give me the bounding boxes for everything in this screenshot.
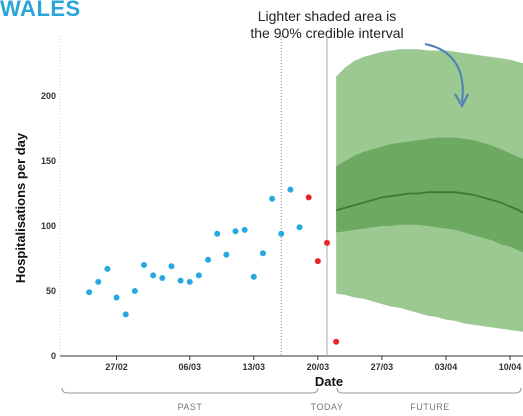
- observed-point: [250, 273, 257, 280]
- observed-point: [122, 311, 129, 318]
- x-tick-label: 20/03: [307, 362, 330, 372]
- future-bracket: [336, 387, 522, 394]
- annotation-arrow-head: [454, 93, 469, 109]
- x-tick-label: 27/03: [371, 362, 394, 372]
- y-tick-label: 50: [46, 286, 56, 296]
- recent-point: [314, 258, 321, 265]
- period-brackets: PAST TODAY FUTURE: [61, 387, 522, 412]
- observed-point: [95, 278, 102, 285]
- recent-point: [333, 338, 340, 345]
- past-bracket: [61, 387, 319, 394]
- observed-point: [232, 228, 239, 235]
- observed-point: [296, 224, 303, 231]
- y-axis-label: Hospitalisations per day: [13, 132, 28, 283]
- observed-point: [177, 277, 184, 284]
- observed-point: [150, 272, 157, 279]
- x-tick-label: 13/03: [243, 362, 266, 372]
- observed-point: [86, 289, 93, 296]
- annotation-arrow: [424, 43, 464, 103]
- observed-point: [241, 226, 248, 233]
- ci50-band: [336, 137, 523, 253]
- recent-point: [324, 239, 330, 246]
- today-label: TODAY: [311, 402, 344, 412]
- observed-point: [223, 251, 230, 258]
- future-label: FUTURE: [410, 402, 450, 412]
- x-tick-label: 10/04: [499, 362, 522, 372]
- x-tick-label: 27/02: [105, 362, 128, 372]
- observed-point: [269, 195, 276, 202]
- credible-interval-annotation: Lighter shaded area is the 90% credible …: [222, 8, 432, 42]
- axis-ticks: 0 50 100 150 200 27/02 06/03 13/03 20/03 27/03 03/…: [41, 91, 521, 372]
- median-line: [335, 191, 523, 214]
- observed-point: [287, 186, 294, 193]
- y-tick-label: 150: [41, 156, 56, 166]
- forecast-bands: [335, 49, 523, 332]
- y-tick-label: 0: [51, 351, 56, 361]
- observed-point: [159, 275, 166, 281]
- observed-point: [104, 265, 111, 272]
- data-points: [86, 186, 340, 345]
- observed-point: [195, 272, 202, 279]
- x-tick-label: 06/03: [178, 362, 201, 372]
- observed-point: [186, 278, 193, 285]
- x-axis-label: Date: [315, 374, 343, 389]
- annotation-line-2: the 90% credible interval: [250, 25, 404, 41]
- y-tick-label: 100: [41, 221, 56, 231]
- y-tick-label: 200: [41, 91, 56, 101]
- annotation-line-1: Lighter shaded area is: [257, 8, 397, 24]
- recent-point: [305, 194, 312, 201]
- observed-point: [205, 256, 212, 263]
- observed-point: [168, 263, 175, 270]
- region-title: WALES: [0, 0, 81, 21]
- observed-point: [214, 230, 221, 237]
- observed-point: [141, 262, 147, 268]
- observed-point: [113, 294, 120, 301]
- past-label: PAST: [178, 402, 203, 412]
- x-tick-label: 03/04: [435, 362, 458, 372]
- observed-point: [278, 230, 285, 237]
- observed-point: [131, 288, 138, 294]
- observed-point: [259, 250, 266, 257]
